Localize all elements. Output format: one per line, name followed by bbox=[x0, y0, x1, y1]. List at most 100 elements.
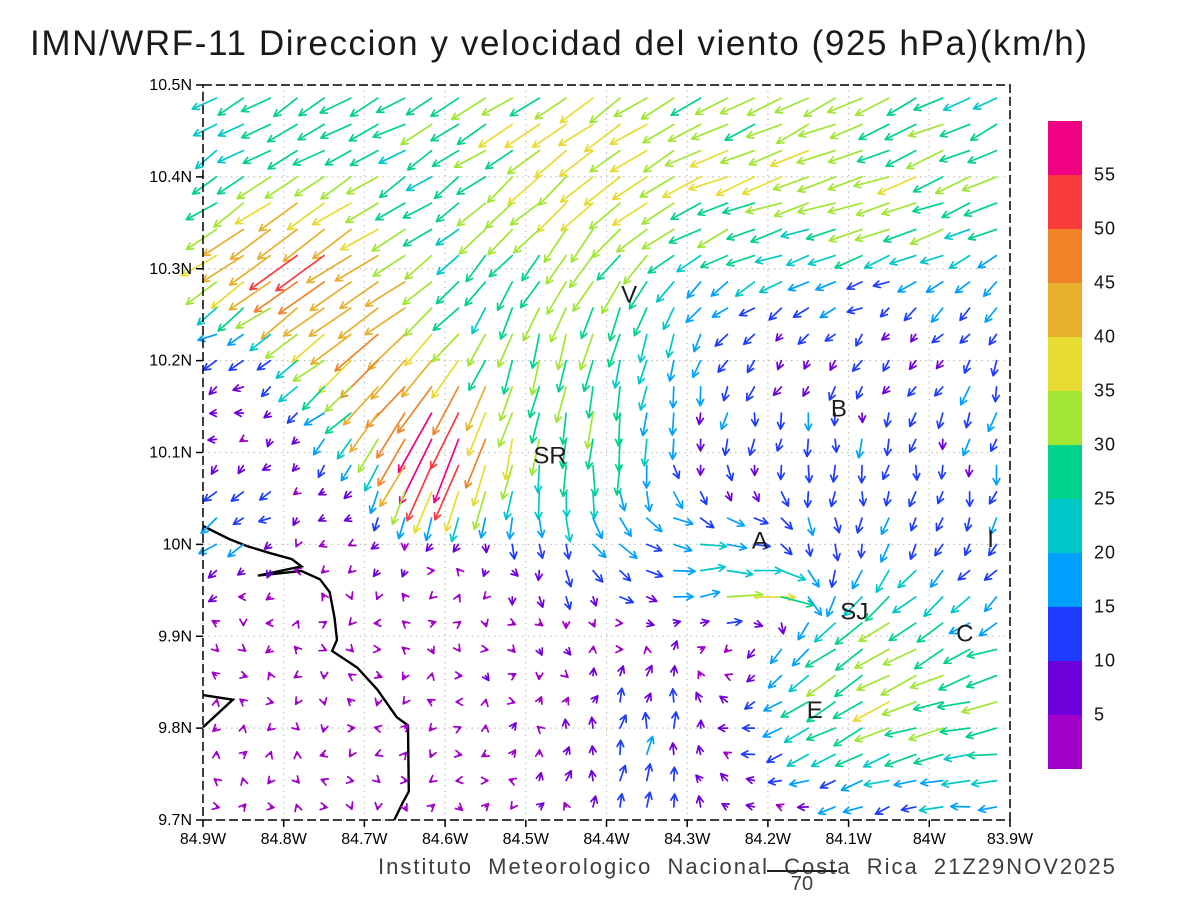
wind-arrow bbox=[324, 149, 352, 166]
wind-arrow bbox=[642, 149, 675, 173]
wind-arrow bbox=[455, 697, 464, 707]
wind-arrow bbox=[496, 333, 514, 368]
city-marker-A: A bbox=[752, 528, 768, 555]
wind-arrow bbox=[453, 749, 463, 758]
wind-arrow bbox=[963, 359, 971, 374]
wind-arrow bbox=[317, 487, 327, 496]
wind-arrow bbox=[480, 698, 489, 708]
wind-arrow bbox=[565, 569, 574, 588]
colorbar-label: 35 bbox=[1094, 380, 1117, 401]
wind-arrow bbox=[578, 333, 594, 371]
wind-arrow bbox=[879, 543, 890, 563]
wind-arrow bbox=[803, 491, 812, 509]
wind-arrow bbox=[192, 123, 218, 137]
wind-arrow bbox=[535, 647, 544, 656]
wind-arrow bbox=[484, 149, 514, 170]
wind-arrow bbox=[320, 724, 329, 733]
wind-arrow bbox=[855, 517, 864, 534]
wind-arrow bbox=[426, 566, 435, 576]
wind-arrow bbox=[753, 517, 769, 526]
wind-arrow bbox=[988, 517, 998, 536]
wind-arrow bbox=[217, 307, 245, 332]
wind-arrow bbox=[834, 254, 863, 270]
wind-arrow bbox=[668, 412, 677, 436]
wind-arrow bbox=[797, 622, 810, 641]
wind-arrow bbox=[312, 438, 325, 456]
wind-arrow bbox=[665, 333, 675, 359]
wind-arrow bbox=[936, 491, 945, 505]
wind-arrow bbox=[699, 517, 715, 529]
wind-arrow bbox=[834, 622, 863, 646]
wind-arrow bbox=[831, 438, 840, 453]
wind-arrow bbox=[972, 97, 998, 110]
wind-arrow bbox=[286, 202, 325, 231]
wind-arrow bbox=[185, 202, 218, 221]
wind-arrow bbox=[592, 517, 604, 540]
wind-arrow bbox=[780, 517, 794, 530]
wind-arrow bbox=[590, 795, 599, 808]
wind-arrow bbox=[984, 307, 998, 323]
wind-arrow bbox=[827, 202, 863, 215]
wind-arrow bbox=[589, 667, 598, 677]
wind-arrow bbox=[572, 281, 594, 312]
wind-arrow bbox=[959, 333, 971, 344]
wind-arrow bbox=[819, 779, 836, 789]
wind-arrow bbox=[471, 307, 487, 335]
wind-arrow bbox=[589, 491, 599, 520]
wind-arrow bbox=[686, 281, 702, 299]
wind-arrow bbox=[443, 491, 460, 533]
wind-arrow bbox=[884, 727, 917, 738]
wind-arrow bbox=[562, 620, 571, 630]
y-tick-label: 10N bbox=[163, 536, 192, 553]
wind-arrow bbox=[240, 123, 272, 139]
wind-arrow bbox=[197, 333, 218, 343]
wind-arrow bbox=[637, 333, 648, 364]
wind-arrow bbox=[741, 176, 783, 196]
wind-arrow bbox=[944, 228, 971, 241]
wind-arrow bbox=[938, 438, 947, 451]
wind-arrow bbox=[400, 542, 409, 551]
wind-arrow bbox=[954, 281, 971, 294]
y-tick-label: 10.5N bbox=[149, 77, 192, 94]
wind-arrow bbox=[647, 254, 675, 274]
wind-arrow bbox=[685, 307, 702, 324]
wind-arrow bbox=[858, 412, 867, 424]
wind-arrow bbox=[435, 202, 460, 223]
wind-arrow bbox=[734, 281, 756, 297]
wind-arrow bbox=[746, 97, 783, 116]
wind-arrow bbox=[696, 228, 729, 249]
wind-arrow bbox=[611, 176, 648, 201]
wind-arrow bbox=[563, 646, 572, 656]
wind-arrow bbox=[291, 722, 300, 731]
wind-arrow bbox=[670, 202, 702, 221]
wind-arrow bbox=[965, 491, 974, 508]
wind-arrow bbox=[881, 464, 890, 481]
wind-arrow bbox=[670, 640, 679, 651]
wind-arrow bbox=[319, 802, 328, 811]
wind-arrow bbox=[536, 596, 545, 609]
wind-arrow bbox=[180, 254, 218, 277]
wind-arrow bbox=[467, 333, 487, 367]
wind-arrow bbox=[265, 569, 274, 579]
wind-arrow bbox=[309, 281, 352, 312]
wind-arrow bbox=[886, 97, 917, 117]
wind-arrow bbox=[286, 412, 298, 424]
wind-arrow bbox=[237, 464, 246, 475]
wind-arrow bbox=[570, 228, 594, 263]
wind-arrow bbox=[320, 176, 352, 200]
wind-arrow bbox=[803, 359, 811, 370]
wind-arrow bbox=[294, 803, 303, 813]
wind-arrow bbox=[217, 123, 245, 137]
wind-arrow bbox=[913, 753, 944, 766]
wind-arrow bbox=[339, 228, 379, 251]
wind-arrow bbox=[671, 711, 680, 729]
wind-arrow bbox=[480, 724, 490, 733]
wind-arrow bbox=[211, 698, 220, 708]
wind-arrow bbox=[555, 333, 567, 371]
wind-arrow bbox=[912, 464, 921, 481]
wind-arrow bbox=[413, 491, 433, 534]
wind-arrow bbox=[724, 123, 756, 141]
wind-arrow bbox=[497, 412, 514, 448]
wind-arrow bbox=[456, 567, 465, 577]
wind-arrow bbox=[772, 176, 810, 192]
